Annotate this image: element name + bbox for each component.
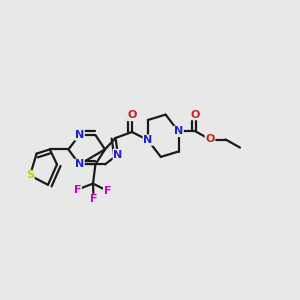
Text: N: N bbox=[143, 135, 152, 145]
Text: O: O bbox=[191, 110, 200, 120]
Text: O: O bbox=[127, 110, 137, 121]
Text: F: F bbox=[104, 186, 111, 196]
Text: N: N bbox=[75, 130, 84, 140]
Text: F: F bbox=[74, 184, 81, 195]
Text: O: O bbox=[205, 134, 215, 145]
Text: N: N bbox=[113, 149, 122, 160]
Text: S: S bbox=[26, 170, 34, 181]
Text: N: N bbox=[75, 159, 84, 170]
Text: N: N bbox=[174, 126, 183, 136]
Text: F: F bbox=[90, 194, 97, 205]
